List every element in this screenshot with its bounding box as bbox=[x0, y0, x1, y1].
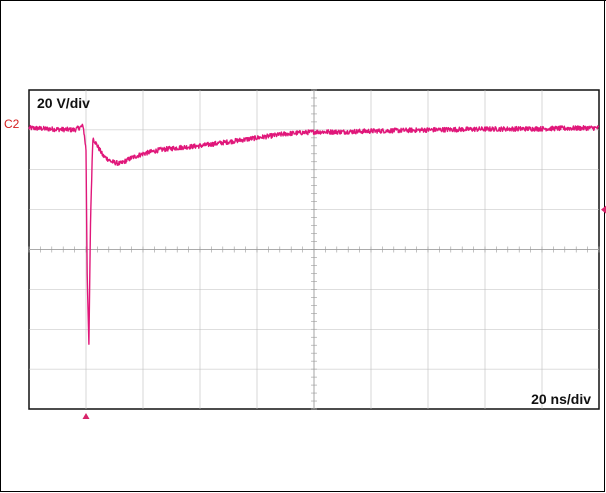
trigger-position-marker bbox=[82, 413, 90, 419]
channel-label: C2 bbox=[4, 117, 20, 131]
page-top-border bbox=[0, 0, 606, 1]
horizontal-scale-label: 20 ns/div bbox=[531, 391, 591, 407]
graticule bbox=[28, 89, 600, 410]
vertical-scale-label: 20 V/div bbox=[37, 95, 90, 111]
trace-c2 bbox=[28, 123, 600, 345]
trigger-level-marker bbox=[601, 205, 606, 214]
